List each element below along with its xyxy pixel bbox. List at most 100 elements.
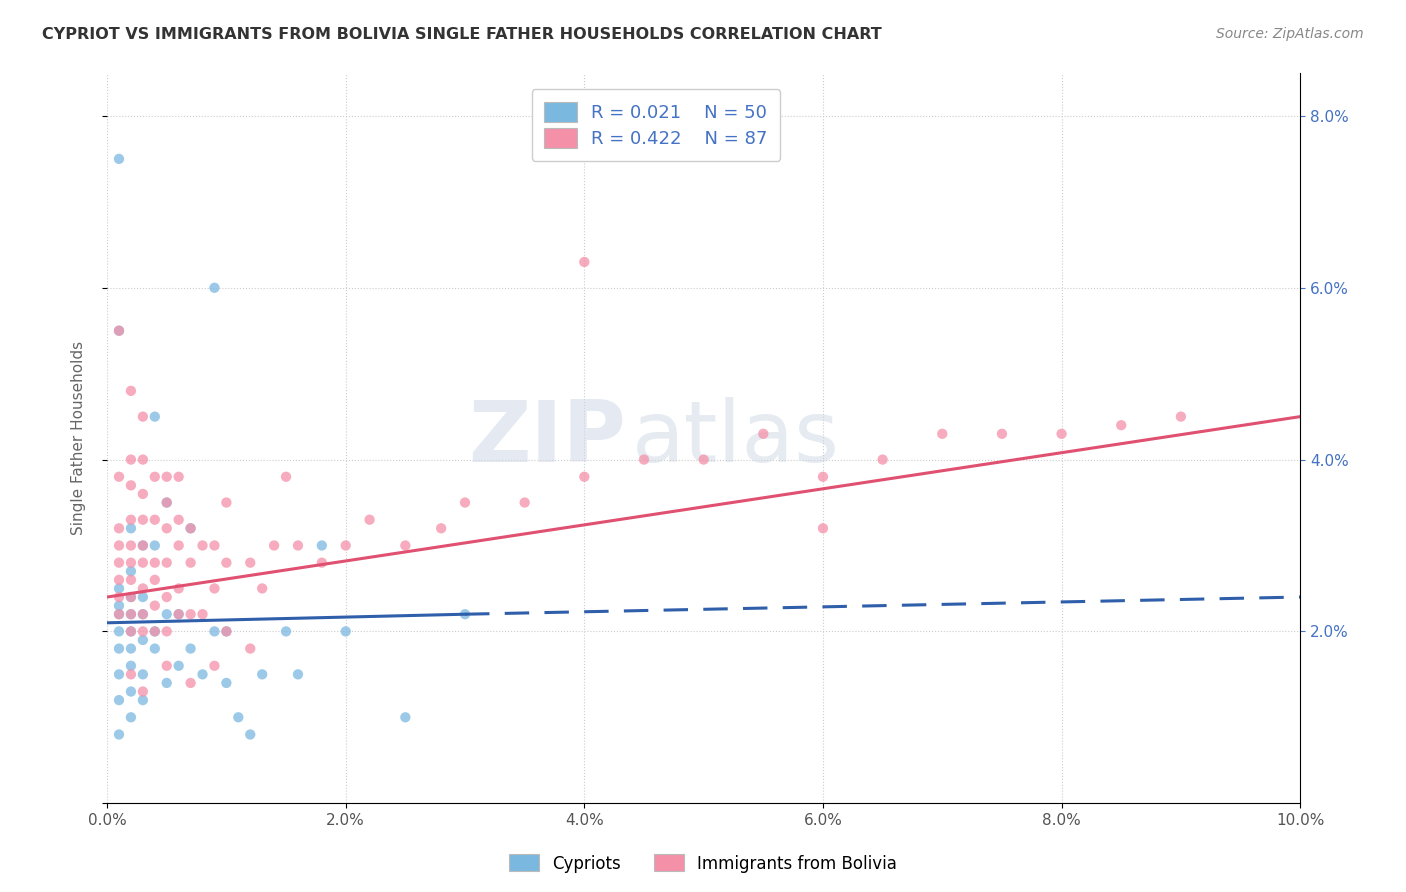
Point bbox=[120, 521, 142, 535]
Point bbox=[180, 607, 202, 622]
Point bbox=[228, 710, 250, 724]
Point bbox=[143, 469, 166, 483]
Point bbox=[156, 658, 179, 673]
Point bbox=[574, 469, 596, 483]
Point bbox=[108, 556, 131, 570]
Point bbox=[108, 590, 131, 604]
Point bbox=[811, 469, 834, 483]
Point bbox=[204, 582, 226, 596]
Point bbox=[120, 607, 142, 622]
Point bbox=[167, 469, 190, 483]
Point bbox=[215, 676, 238, 690]
Point bbox=[143, 556, 166, 570]
Point bbox=[143, 409, 166, 424]
Point bbox=[156, 676, 179, 690]
Point bbox=[311, 539, 333, 553]
Point bbox=[204, 624, 226, 639]
Point bbox=[250, 582, 273, 596]
Point bbox=[108, 582, 131, 596]
Point bbox=[167, 658, 190, 673]
Point bbox=[120, 384, 142, 398]
Point bbox=[120, 556, 142, 570]
Point bbox=[931, 426, 953, 441]
Point bbox=[239, 727, 262, 741]
Text: ZIP: ZIP bbox=[468, 397, 626, 480]
Point bbox=[180, 521, 202, 535]
Point bbox=[108, 539, 131, 553]
Point bbox=[1050, 426, 1073, 441]
Point bbox=[132, 693, 155, 707]
Point bbox=[132, 487, 155, 501]
Point bbox=[215, 556, 238, 570]
Point bbox=[108, 152, 131, 166]
Point bbox=[120, 710, 142, 724]
Point bbox=[120, 658, 142, 673]
Point bbox=[167, 513, 190, 527]
Point bbox=[287, 539, 309, 553]
Point bbox=[120, 684, 142, 698]
Point bbox=[263, 539, 285, 553]
Point bbox=[394, 539, 416, 553]
Point bbox=[250, 667, 273, 681]
Point bbox=[156, 556, 179, 570]
Point bbox=[574, 255, 596, 269]
Point bbox=[143, 513, 166, 527]
Point bbox=[108, 727, 131, 741]
Point bbox=[191, 607, 214, 622]
Point bbox=[156, 521, 179, 535]
Point bbox=[108, 624, 131, 639]
Point bbox=[156, 590, 179, 604]
Point bbox=[108, 607, 131, 622]
Point bbox=[359, 513, 381, 527]
Point bbox=[204, 281, 226, 295]
Point bbox=[120, 573, 142, 587]
Point bbox=[120, 478, 142, 492]
Point bbox=[132, 632, 155, 647]
Point bbox=[108, 324, 131, 338]
Text: atlas: atlas bbox=[633, 397, 839, 480]
Point bbox=[156, 607, 179, 622]
Point bbox=[108, 469, 131, 483]
Point bbox=[120, 539, 142, 553]
Point bbox=[156, 469, 179, 483]
Point bbox=[120, 624, 142, 639]
Point bbox=[108, 693, 131, 707]
Point bbox=[143, 624, 166, 639]
Point bbox=[167, 539, 190, 553]
Point bbox=[454, 607, 477, 622]
Point bbox=[811, 521, 834, 535]
Point bbox=[335, 624, 357, 639]
Point bbox=[143, 539, 166, 553]
Point bbox=[120, 564, 142, 578]
Point bbox=[215, 624, 238, 639]
Point bbox=[513, 495, 536, 509]
Text: Source: ZipAtlas.com: Source: ZipAtlas.com bbox=[1216, 27, 1364, 41]
Point bbox=[274, 624, 297, 639]
Point bbox=[167, 607, 190, 622]
Legend: Cypriots, Immigrants from Bolivia: Cypriots, Immigrants from Bolivia bbox=[502, 847, 904, 880]
Point bbox=[108, 599, 131, 613]
Point bbox=[752, 426, 775, 441]
Point bbox=[132, 556, 155, 570]
Point bbox=[180, 676, 202, 690]
Point bbox=[204, 539, 226, 553]
Point bbox=[132, 590, 155, 604]
Point bbox=[872, 452, 894, 467]
Point bbox=[215, 495, 238, 509]
Point bbox=[287, 667, 309, 681]
Point bbox=[692, 452, 714, 467]
Point bbox=[120, 452, 142, 467]
Point bbox=[167, 607, 190, 622]
Point bbox=[120, 667, 142, 681]
Point bbox=[1109, 418, 1132, 433]
Point bbox=[167, 582, 190, 596]
Point bbox=[143, 641, 166, 656]
Point bbox=[108, 573, 131, 587]
Point bbox=[108, 641, 131, 656]
Point bbox=[120, 641, 142, 656]
Point bbox=[132, 409, 155, 424]
Point bbox=[239, 641, 262, 656]
Point bbox=[120, 607, 142, 622]
Point bbox=[454, 495, 477, 509]
Point bbox=[239, 556, 262, 570]
